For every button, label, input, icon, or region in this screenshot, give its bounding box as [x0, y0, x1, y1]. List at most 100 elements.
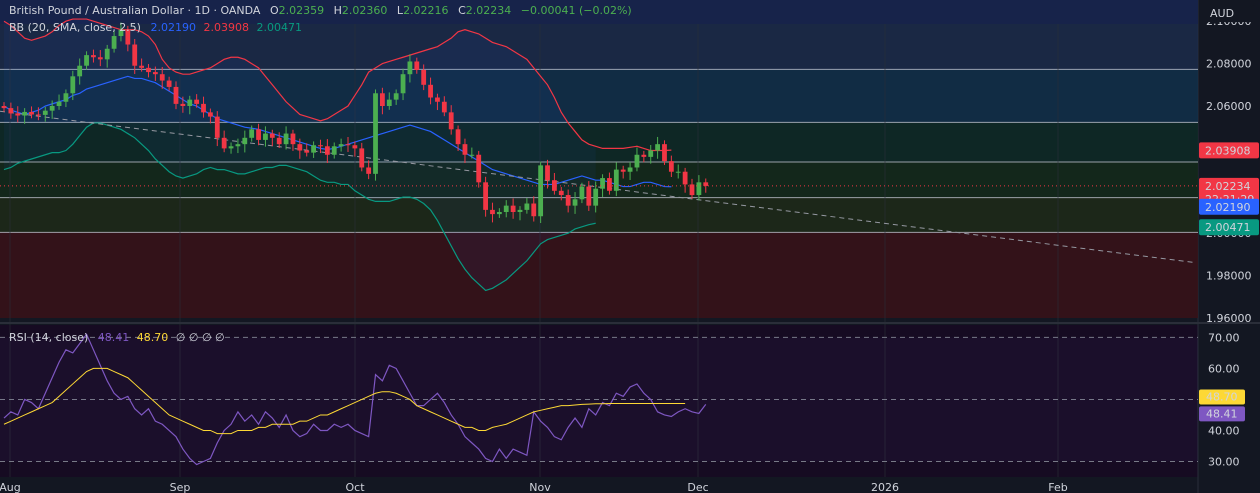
candle-body	[393, 93, 399, 100]
candle-body	[641, 154, 647, 157]
candle-body	[607, 178, 612, 191]
svg-text:BB (20, SMA, close, 2.5): BB (20, SMA, close, 2.5) 2.02190 2.03908…	[9, 21, 302, 34]
candle-body	[366, 167, 372, 174]
rsi-y-tick-label: 70.00	[1208, 331, 1240, 344]
candle-body	[469, 154, 475, 156]
candle-body	[125, 29, 131, 45]
candle-body	[304, 150, 310, 153]
x-tick-label: Sep	[170, 481, 191, 493]
candle-body	[552, 180, 557, 191]
candle-body	[386, 99, 392, 106]
x-tick-label: Dec	[687, 481, 708, 493]
candle-body	[263, 133, 268, 140]
candle-body	[22, 111, 28, 116]
candle-body	[435, 97, 440, 102]
currency-label[interactable]: AUD	[1210, 7, 1234, 20]
rsi-tag-bg	[1199, 406, 1245, 422]
rsi-ma-tag-text: 48.70	[1206, 390, 1238, 403]
candle-body	[620, 169, 626, 172]
candle-body	[517, 209, 523, 212]
candle-body	[675, 171, 681, 173]
candle-body	[311, 145, 316, 153]
x-tick-label: Nov	[529, 481, 551, 493]
svg-text:British Pound / Australian Dol: British Pound / Australian Dollar · 1D ·…	[9, 4, 632, 17]
level-band	[0, 232, 1198, 318]
bb-indicator-label[interactable]: BB (20, SMA, close, 2.5)	[9, 21, 141, 34]
candle-body	[318, 145, 323, 147]
candle-body	[187, 99, 193, 106]
bb-basis-line	[3, 75, 672, 188]
x-tick-label: Feb	[1048, 481, 1067, 493]
rsi-indicator-label[interactable]: RSI (14, close)	[9, 331, 88, 344]
candle-body	[276, 137, 282, 145]
bb-basis-value: 2.02190	[150, 21, 196, 34]
lower-band-tag-bg	[1199, 219, 1259, 236]
rsi-y-tick-label: 60.00	[1208, 362, 1240, 375]
candle-body	[77, 65, 83, 77]
y-tick-label: 1.98000	[1206, 270, 1252, 283]
candle-body	[613, 169, 619, 191]
candle-body	[8, 108, 14, 114]
x-tick-label: Aug	[0, 481, 21, 493]
candle-body	[428, 84, 433, 98]
candle-body	[118, 29, 124, 37]
candle-body	[503, 205, 509, 212]
candle-body	[462, 144, 468, 155]
candle-body	[441, 101, 447, 113]
candle-body	[221, 137, 227, 149]
level-band	[0, 197, 1198, 233]
change-value: −0.00041 (−0.02%)	[521, 4, 632, 17]
level-band	[0, 24, 1198, 70]
rsi-y-tick-label: 30.00	[1208, 455, 1240, 468]
candle-body	[490, 209, 495, 215]
candle-body	[228, 146, 234, 149]
rsi-ma-tag-bg	[1199, 389, 1245, 405]
candle-body	[132, 44, 138, 66]
x-tick-label: Oct	[345, 481, 365, 493]
ohlc-c-value: 2.02234	[466, 4, 512, 17]
candle-body	[42, 110, 48, 115]
candle-body	[235, 144, 241, 147]
candle-body	[689, 184, 695, 196]
symbol-title: British Pound / Australian Dollar · 1D ·…	[9, 4, 261, 17]
candle-body	[111, 36, 117, 49]
ohlc-h-value: 2.02360	[342, 4, 388, 17]
candle-body	[345, 144, 351, 146]
candle-body	[682, 171, 688, 185]
candle-body	[166, 80, 172, 87]
candle-body	[593, 188, 599, 206]
candle-body	[586, 186, 592, 206]
bb-lower-line	[3, 122, 596, 292]
candle-body	[476, 154, 482, 183]
candle-body	[565, 195, 571, 206]
candle-body	[510, 205, 516, 212]
lower-band-tag-text: 2.00471	[1205, 221, 1251, 234]
candle-body	[201, 103, 206, 113]
ohlc-o-value: 2.02359	[279, 4, 325, 17]
candle-body	[1, 106, 7, 109]
bb-lower-value: 2.00471	[256, 21, 302, 34]
candle-body	[159, 74, 165, 81]
candle-body	[558, 190, 564, 196]
ohlc-h-key: H	[334, 4, 342, 17]
candle-body	[269, 133, 275, 138]
candle-body	[373, 93, 378, 174]
candle-body	[249, 129, 255, 138]
upper-band-tag-bg	[1199, 142, 1259, 159]
candle-body	[455, 129, 461, 145]
candle-body	[214, 116, 220, 138]
candle-body	[524, 203, 530, 210]
currency-box	[1200, 2, 1258, 22]
candle-body	[324, 146, 330, 155]
candle-body	[15, 113, 21, 116]
candle-body	[483, 182, 488, 210]
rsi-band-fill	[0, 337, 1198, 462]
candle-body	[352, 145, 358, 149]
basis-tag-bg	[1199, 198, 1259, 215]
bb-upper-line	[3, 18, 672, 152]
candle-body	[36, 114, 41, 116]
basis-tag-text: 2.02190	[1205, 201, 1251, 214]
candle-body	[655, 144, 660, 151]
candle-body	[634, 154, 640, 168]
